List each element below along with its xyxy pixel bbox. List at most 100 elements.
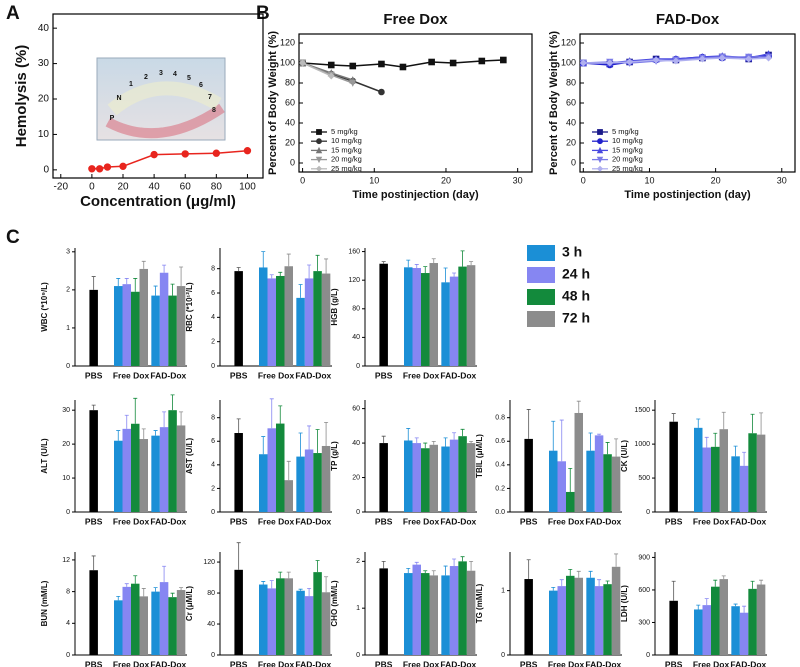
error-bar <box>460 556 465 562</box>
error-bar <box>742 605 747 613</box>
error-bar <box>381 261 386 264</box>
x-tick-label: 20 <box>117 182 129 193</box>
error-bar <box>124 583 129 587</box>
error-bar <box>742 451 747 466</box>
x-tick-label: FAD-Dox <box>440 516 476 526</box>
y-tick-label: 40 <box>352 440 360 447</box>
y-tick-label: 120 <box>561 37 576 47</box>
x-tick-label: 100 <box>239 182 256 193</box>
error-bar <box>269 398 274 429</box>
error-bar <box>133 575 138 584</box>
error-bar <box>423 570 428 574</box>
bar <box>321 445 331 512</box>
bar <box>259 267 268 366</box>
x-tick-label: 60 <box>180 182 192 193</box>
error-bar <box>91 276 96 290</box>
marker <box>500 56 507 64</box>
bar <box>694 609 703 655</box>
y-tick-label: 0 <box>211 509 215 516</box>
x-tick-label: 80 <box>211 182 223 193</box>
inset-label: 2 <box>144 74 148 81</box>
error-bar <box>750 580 755 589</box>
legend-label: 3 h <box>562 244 582 260</box>
bar <box>412 443 421 512</box>
bar <box>466 443 476 512</box>
y-tick-label: 10 <box>62 475 70 482</box>
legend-label: 5 mg/kg <box>612 127 639 136</box>
bar <box>259 454 268 512</box>
inset-label: 4 <box>173 71 177 78</box>
bar <box>586 450 595 512</box>
y-tick-label: 1500 <box>634 407 650 414</box>
marker <box>652 56 660 64</box>
error-bar <box>261 581 266 585</box>
x-tick-label: -20 <box>54 182 69 193</box>
x-tick-label: 30 <box>777 175 787 185</box>
x-tick-label: PBS <box>665 516 683 526</box>
marker <box>579 59 587 67</box>
y-tick-label: 40 <box>38 23 50 34</box>
inset-label: N <box>116 95 121 102</box>
error-bar <box>721 411 726 430</box>
bar <box>284 480 293 512</box>
error-bar <box>469 560 474 571</box>
error-bar <box>91 555 96 571</box>
error-bar <box>414 264 419 269</box>
y-tick-label: 20 <box>352 474 360 481</box>
bar <box>151 591 160 655</box>
marker <box>243 147 252 155</box>
legend-swatch <box>527 245 555 261</box>
y-tick-label: 0.6 <box>495 438 505 445</box>
y-tick-label: 0.4 <box>495 462 505 469</box>
y-tick-label: 0 <box>66 652 70 659</box>
series-line <box>91 149 248 170</box>
y-tick-label: 0.0 <box>495 509 505 516</box>
inset-label: 1 <box>129 81 133 88</box>
y-tick-label: 0 <box>646 509 650 516</box>
error-bar <box>431 570 436 576</box>
legend-label: 10 mg/kg <box>331 136 362 145</box>
marker <box>378 60 385 68</box>
x-tick-label: Free Dox <box>113 659 150 667</box>
bar <box>557 461 566 512</box>
plot-frame <box>52 13 264 179</box>
legend-marker <box>596 165 604 172</box>
bar <box>168 295 177 366</box>
error-bar <box>443 437 448 447</box>
inset-label: 8 <box>212 107 216 114</box>
error-bar <box>526 409 531 439</box>
y-tick-label: 1000 <box>634 441 650 448</box>
y-tick-label: 2 <box>211 485 215 492</box>
bar <box>404 267 413 366</box>
error-bar <box>452 432 457 440</box>
bar <box>296 297 305 366</box>
bar <box>669 421 678 512</box>
x-tick-label: 20 <box>441 175 451 185</box>
bar <box>549 450 558 512</box>
x-tick-label: Free Dox <box>693 659 730 667</box>
error-bar <box>124 278 129 285</box>
y-axis-label: LDH (U/L) <box>620 585 629 622</box>
bar <box>122 428 131 512</box>
legend-marker <box>596 156 604 164</box>
error-bar <box>551 420 556 451</box>
x-tick-label: PBS <box>230 370 248 380</box>
marker <box>349 62 357 70</box>
y-tick-label: 0 <box>43 164 49 175</box>
bar <box>739 465 749 512</box>
bar <box>421 573 430 655</box>
x-tick-label: Free Dox <box>258 516 295 526</box>
legend-marker <box>316 138 322 145</box>
y-tick-label: 0 <box>571 157 576 167</box>
y-tick-label: 300 <box>638 619 650 626</box>
error-bar <box>704 436 709 448</box>
y-axis-label: Cr (μM/L) <box>185 586 194 621</box>
y-tick-label: 0 <box>66 363 70 370</box>
y-axis-label: Percent of Body Weight (%) <box>548 31 560 175</box>
panel-label: A <box>6 3 20 24</box>
y-tick-label: 0 <box>501 652 505 659</box>
bar <box>449 276 459 366</box>
y-tick-label: 6 <box>211 290 215 297</box>
error-bar <box>170 394 175 411</box>
x-tick-label: Free Dox <box>548 659 585 667</box>
